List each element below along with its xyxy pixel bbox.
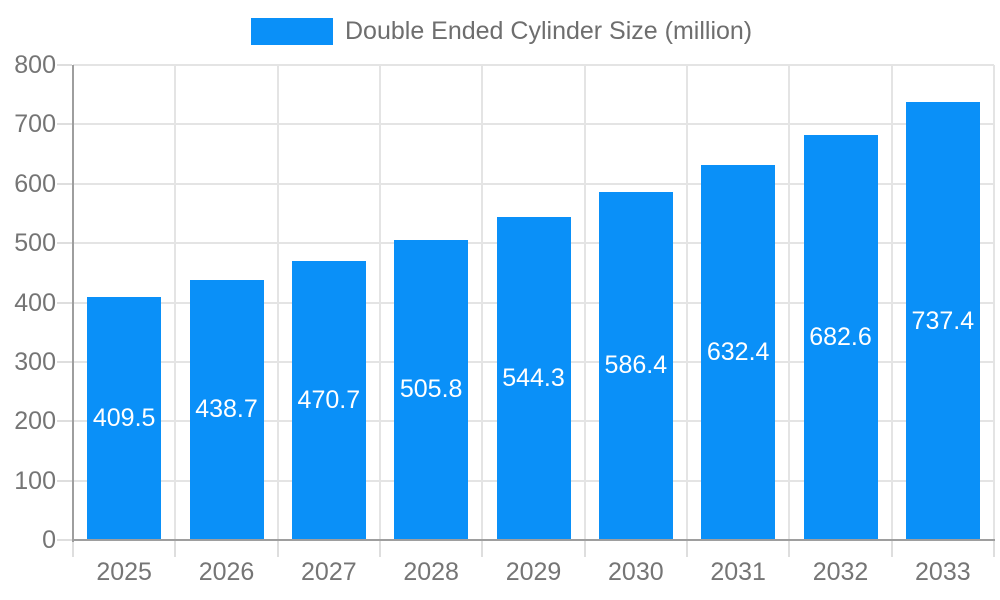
x-tick: [788, 541, 791, 557]
bar-value-label-2029: 544.3: [502, 363, 565, 392]
v-gridline: [379, 65, 381, 540]
y-tick-label-0: 0: [42, 526, 56, 554]
y-tick-0: [57, 539, 72, 541]
x-tick-label-2025: 2025: [96, 558, 152, 586]
x-tick-label-2028: 2028: [403, 558, 459, 586]
bar-value-label-2033: 737.4: [911, 306, 975, 335]
v-gridline: [481, 65, 484, 540]
v-gridline: [788, 65, 791, 540]
y-tick-label-800: 800: [14, 51, 56, 79]
bar-2030[interactable]: 586.4: [598, 191, 673, 540]
legend: Double Ended Cylinder Size (million): [251, 18, 752, 45]
y-tick-500: [57, 242, 72, 245]
y-tick-400: [57, 301, 72, 304]
bar-value-label-2027: 470.7: [297, 385, 361, 414]
h-gridline-700: [73, 123, 994, 126]
y-tick-label-600: 600: [14, 169, 56, 198]
legend-label: Double Ended Cylinder Size (million): [345, 17, 753, 45]
x-tick-label-2026: 2026: [198, 558, 255, 586]
bar-2029[interactable]: 544.3: [496, 216, 571, 540]
y-tick-200: [57, 420, 72, 423]
y-axis-line: [72, 65, 74, 542]
v-gridline: [174, 65, 177, 540]
v-gridline: [686, 65, 688, 540]
x-tick: [174, 541, 177, 557]
bar-2027[interactable]: 470.7: [291, 260, 366, 540]
y-tick-700: [57, 123, 72, 126]
y-tick-100: [57, 479, 72, 482]
legend-swatch: [251, 18, 333, 45]
v-gridline: [890, 65, 893, 540]
bar-value-label-2030: 586.4: [604, 351, 668, 380]
bar-value-label-2028: 505.8: [399, 375, 463, 404]
y-tick-label-700: 700: [14, 110, 56, 139]
y-tick-800: [57, 64, 72, 66]
y-tick-600: [57, 182, 72, 185]
v-gridline: [276, 65, 279, 540]
y-tick-label-100: 100: [14, 466, 56, 495]
y-tick-label-300: 300: [14, 347, 56, 376]
y-tick-label-500: 500: [14, 229, 56, 258]
x-tick: [993, 541, 995, 557]
bar-value-label-2032: 682.6: [809, 322, 872, 351]
x-tick-label-2033: 2033: [915, 558, 971, 586]
x-tick-label-2029: 2029: [505, 558, 562, 586]
x-tick: [72, 541, 74, 557]
plot-area: 409.5 438.7 470.7 505.8 544.3 586.4 632.4 682.6…: [73, 64, 995, 540]
x-axis-line: [72, 539, 995, 541]
bar-2031[interactable]: 632.4: [701, 164, 776, 540]
h-gridline-800: [73, 64, 994, 66]
y-tick-label-400: 400: [14, 288, 56, 317]
v-gridline: [993, 65, 995, 540]
x-tick-label-2031: 2031: [710, 558, 766, 586]
bar-2026[interactable]: 438.7: [189, 279, 264, 540]
x-tick: [686, 541, 688, 557]
x-tick: [481, 541, 484, 557]
y-tick-300: [57, 360, 72, 363]
bar-2028[interactable]: 505.8: [394, 239, 469, 540]
bar-2033[interactable]: 737.4: [905, 102, 980, 540]
h-gridline-600: [73, 182, 994, 185]
x-tick-label-2032: 2032: [812, 558, 869, 586]
bar-value-label-2025: 409.5: [92, 403, 156, 432]
x-tick: [583, 541, 586, 557]
y-tick-label-200: 200: [14, 407, 56, 436]
bar-value-label-2026: 438.7: [195, 395, 258, 424]
bar-value-label-2031: 632.4: [706, 337, 770, 366]
x-tick-label-2030: 2030: [608, 558, 664, 586]
bar-2025[interactable]: 409.5: [87, 296, 162, 540]
x-tick: [276, 541, 279, 557]
x-tick: [890, 541, 893, 557]
v-gridline: [583, 65, 586, 540]
x-tick-label-2027: 2027: [301, 558, 357, 586]
x-tick: [379, 541, 381, 557]
bar-2032[interactable]: 682.6: [803, 134, 878, 540]
